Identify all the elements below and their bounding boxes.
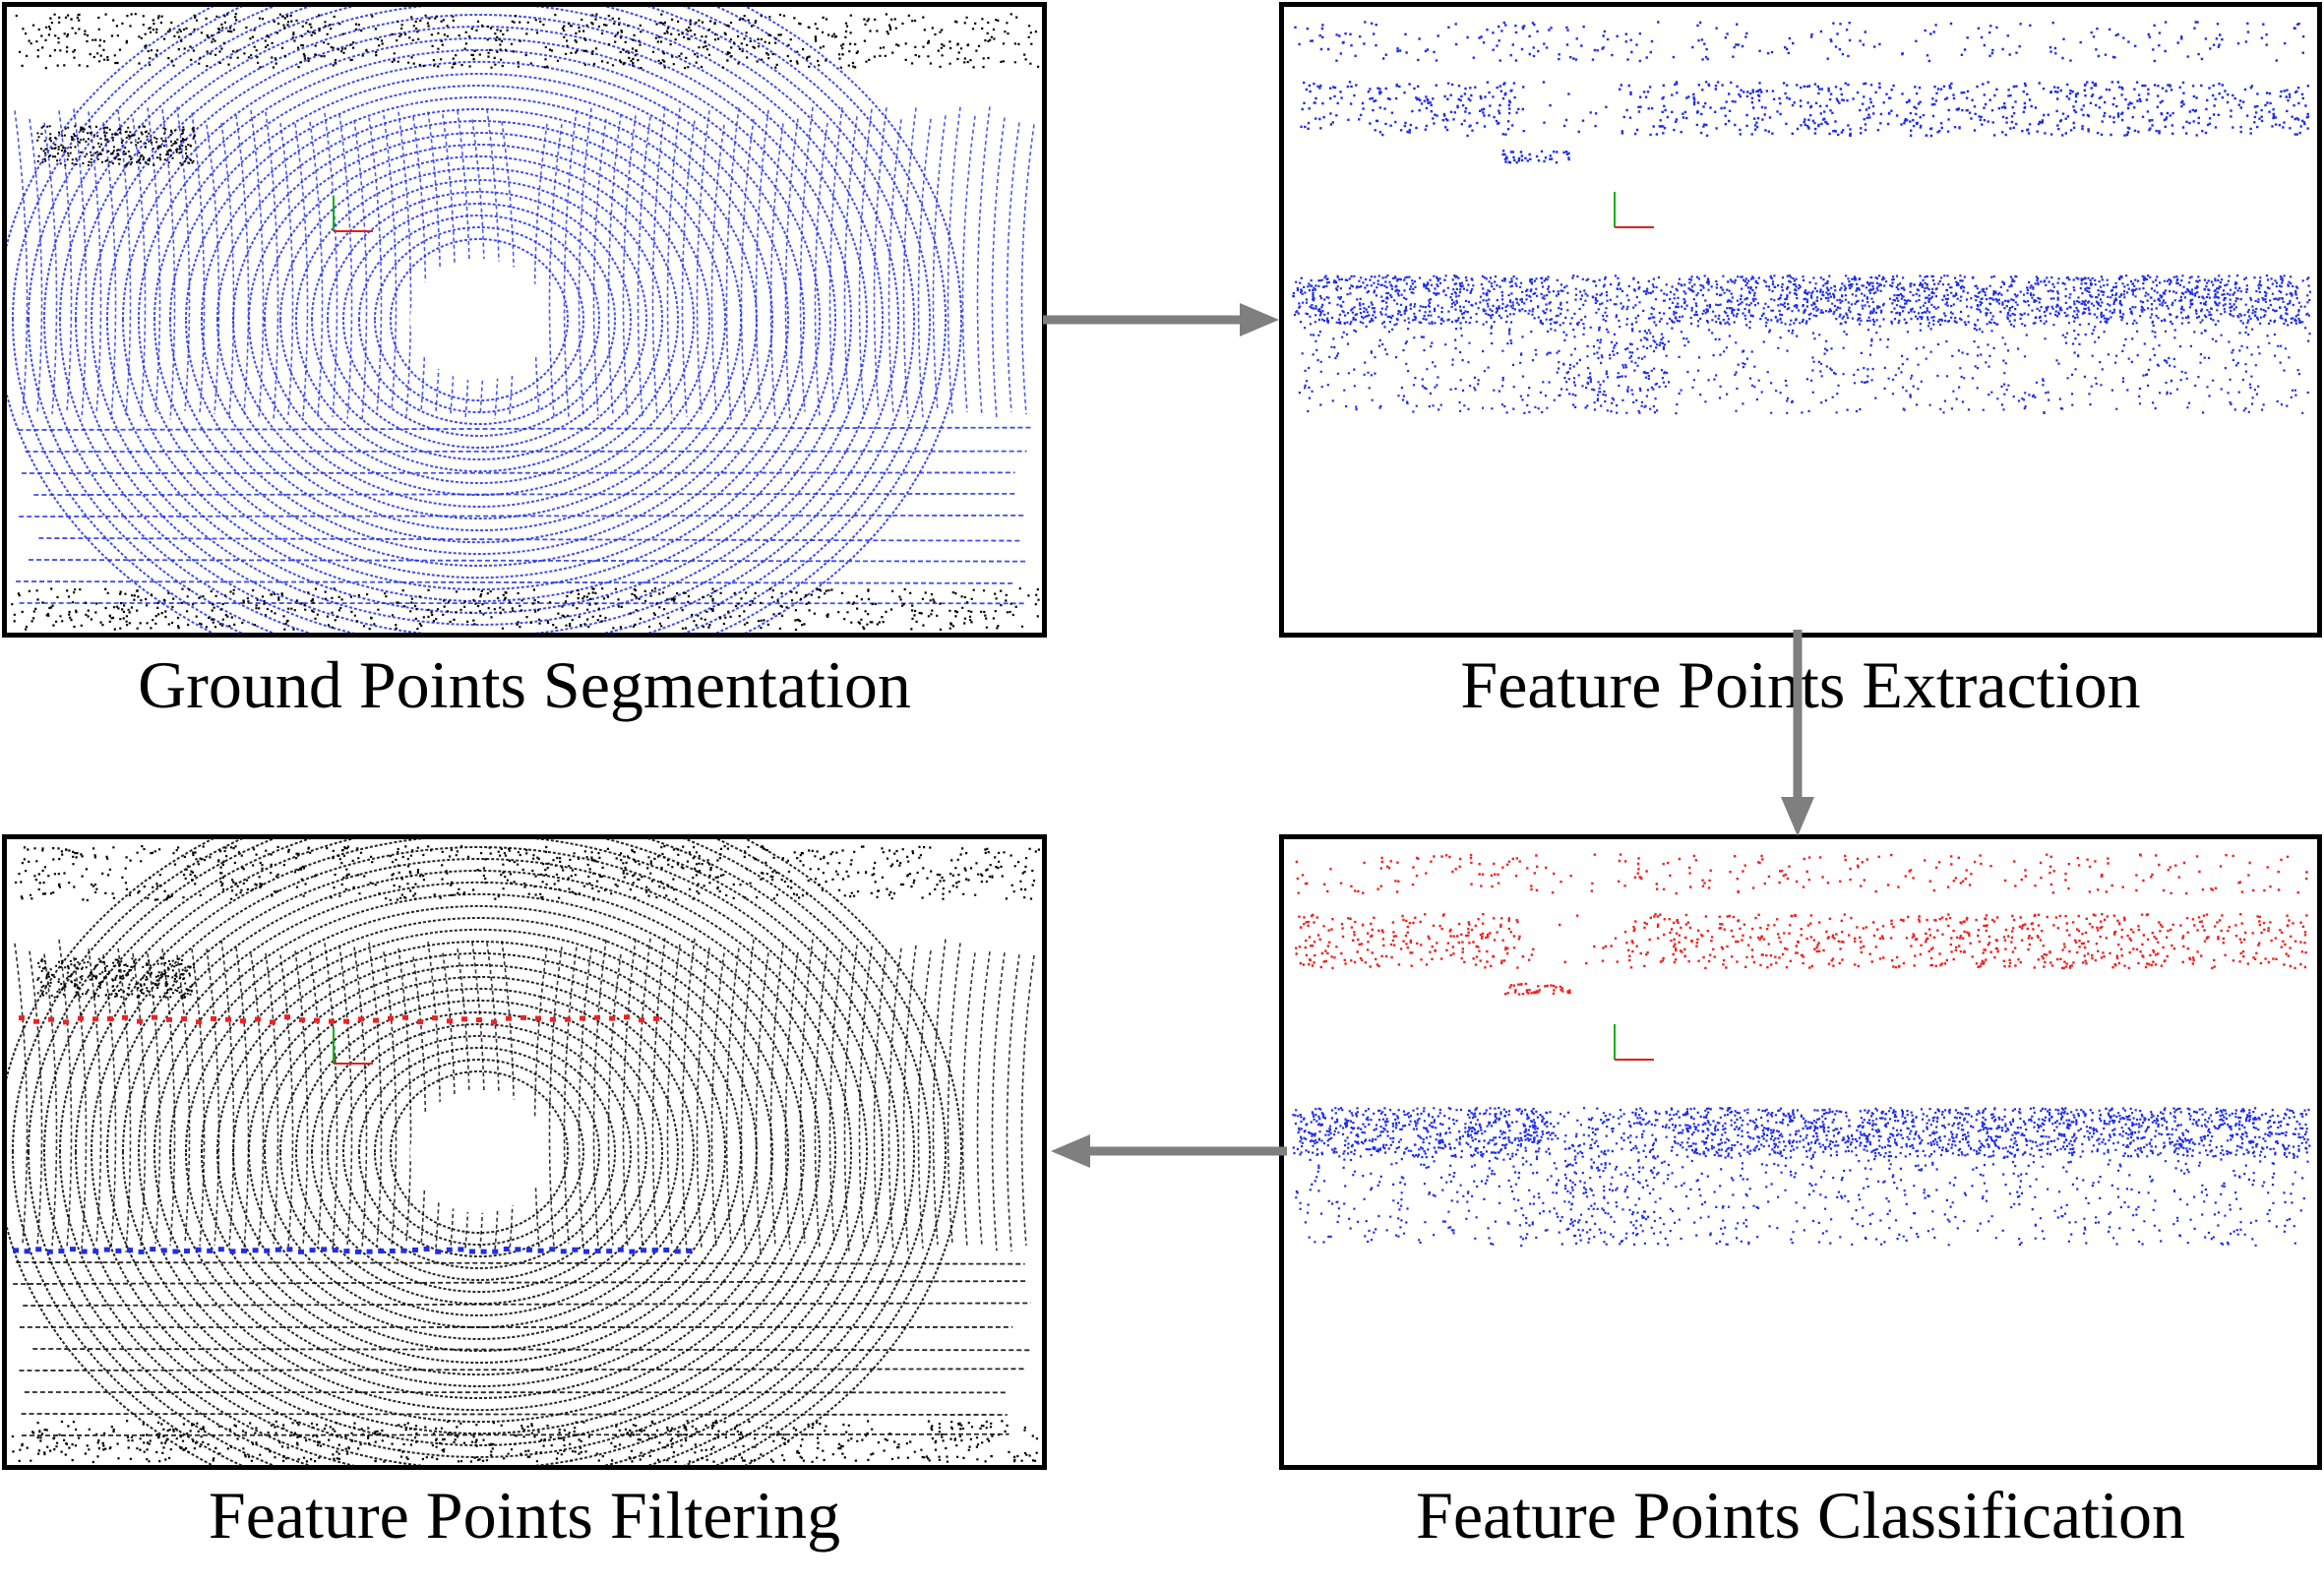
ground-segmentation-panel — [2, 2, 1047, 638]
feature-extraction-point-cloud — [1292, 21, 2311, 415]
point-cloud — [1292, 853, 2311, 1248]
point-cloud — [7, 839, 1040, 1465]
ground-segmentation-caption: Ground Points Segmentation — [138, 647, 911, 722]
feature-classification-point-cloud — [1292, 853, 2311, 1248]
arrow-right — [1043, 303, 1279, 336]
arrow-down — [1781, 630, 1814, 836]
feature-classification-caption: Feature Points Classification — [1416, 1478, 2185, 1553]
ground-segmentation-point-cloud — [7, 7, 1040, 633]
feature-extraction-panel — [1279, 2, 2322, 638]
feature-filtering-panel — [2, 834, 1047, 1470]
feature-filtering-point-cloud — [7, 839, 1040, 1465]
point-cloud — [1292, 21, 2311, 415]
feature-filtering-caption: Feature Points Filtering — [208, 1478, 841, 1553]
arrow-left — [1051, 1134, 1287, 1168]
point-cloud — [7, 7, 1040, 633]
feature-classification-panel — [1279, 834, 2322, 1470]
